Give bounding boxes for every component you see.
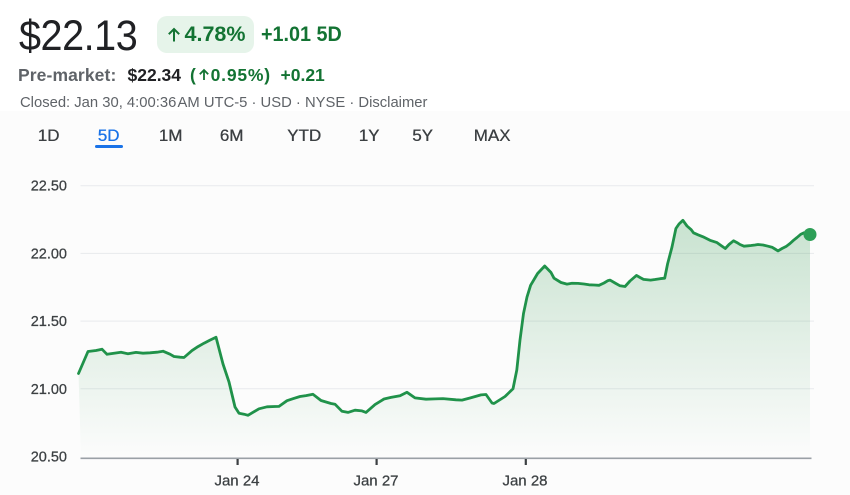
svg-text:21.00: 21.00 [31,382,67,398]
svg-text:Jan 28: Jan 28 [502,472,547,489]
svg-text:22.00: 22.00 [31,246,67,262]
svg-text:22.50: 22.50 [31,179,67,195]
svg-text:Jan 24: Jan 24 [214,472,259,489]
svg-text:Jan 27: Jan 27 [353,472,398,489]
svg-text:20.50: 20.50 [31,450,67,466]
svg-text:21.50: 21.50 [31,314,67,330]
